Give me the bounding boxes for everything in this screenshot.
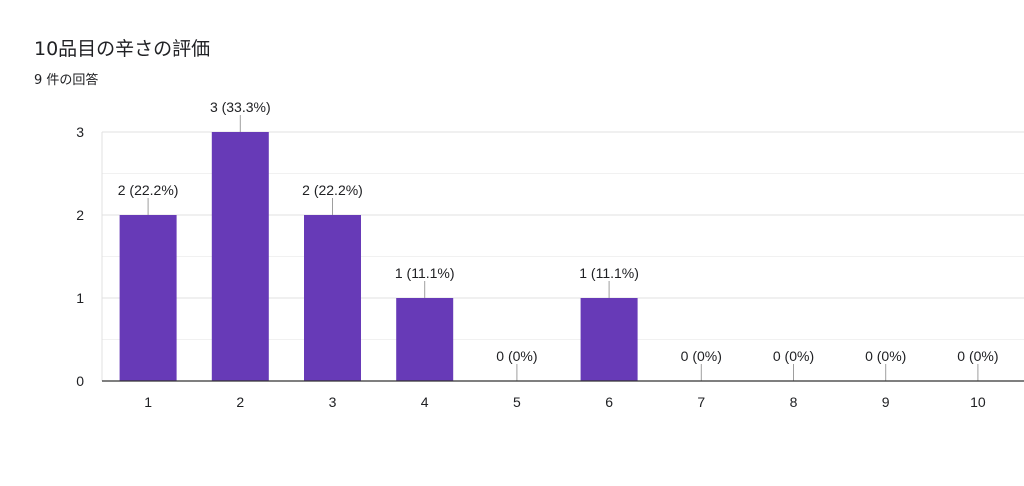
data-label: 0 (0%): [957, 348, 998, 364]
x-tick-label: 10: [970, 394, 986, 410]
x-tick-label: 6: [605, 394, 613, 410]
data-label: 0 (0%): [681, 348, 722, 364]
data-label: 0 (0%): [496, 348, 537, 364]
bar: [580, 298, 638, 381]
data-label: 1 (11.1%): [579, 265, 639, 281]
y-tick-label: 3: [76, 124, 84, 140]
bar: [396, 298, 454, 381]
x-tick-label: 1: [144, 394, 152, 410]
bar: [304, 215, 361, 381]
y-tick-label: 2: [76, 207, 84, 223]
bar: [211, 132, 269, 381]
x-tick-label: 9: [882, 394, 890, 410]
x-tick-label: 8: [790, 394, 798, 410]
y-tick-label: 0: [76, 373, 84, 389]
response-count: 9 件の回答: [34, 73, 99, 88]
x-tick-label: 3: [329, 394, 337, 410]
data-label: 2 (22.2%): [118, 182, 179, 198]
x-tick-label: 5: [513, 394, 521, 410]
x-tick-label: 4: [421, 394, 429, 410]
chart-title: 10品目の辛さの評価: [34, 38, 211, 60]
y-tick-label: 1: [76, 290, 84, 306]
data-label: 3 (33.3%): [210, 99, 271, 115]
bar: [119, 215, 177, 381]
data-label: 1 (11.1%): [395, 265, 455, 281]
x-tick-label: 2: [236, 394, 244, 410]
data-label: 0 (0%): [865, 348, 906, 364]
data-label: 2 (22.2%): [302, 182, 363, 198]
x-tick-label: 7: [697, 394, 705, 410]
data-label: 0 (0%): [773, 348, 814, 364]
